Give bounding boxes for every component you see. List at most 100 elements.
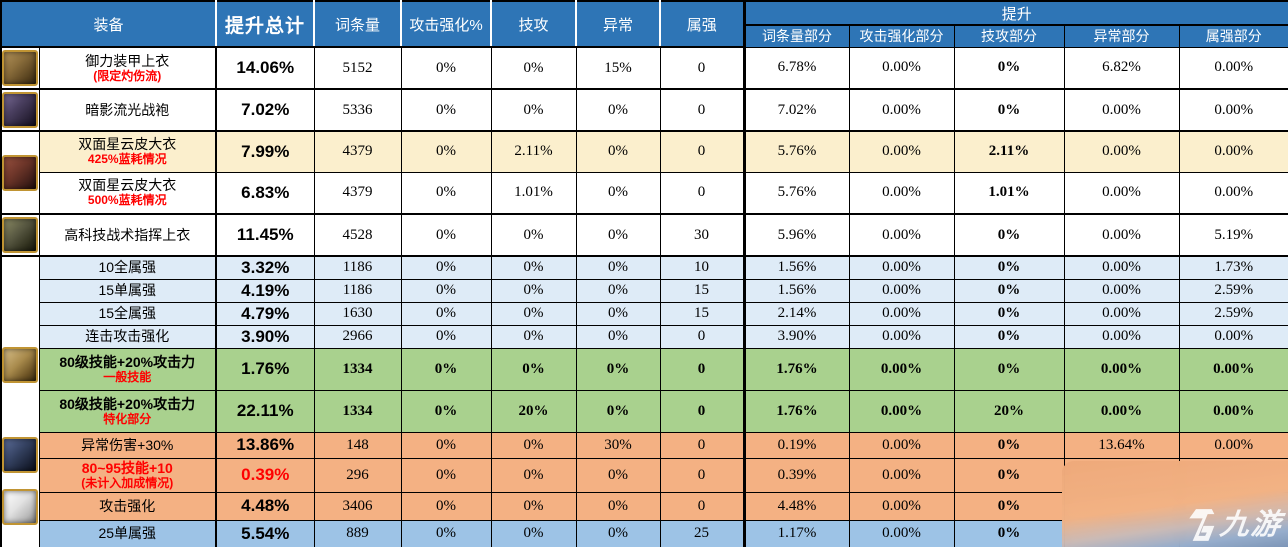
value-cell: 0% [400, 431, 492, 459]
value-cell: 0 [659, 130, 746, 173]
value-cell: 0% [575, 389, 661, 433]
equipment-name-cell: 攻击强化 [38, 491, 218, 521]
value-cell: 5.76% [743, 130, 850, 173]
value-cell: 0% [490, 347, 577, 391]
value-cell: 10 [659, 255, 746, 280]
header-entry-amount: 词条量 [314, 1, 403, 48]
yuli-armor-top-icon [2, 50, 38, 86]
value-cell: 1186 [313, 278, 402, 303]
total-uplift-cell: 5.54% [215, 519, 315, 547]
value-cell: 1334 [313, 347, 402, 391]
value-cell: 0.00% [1063, 347, 1180, 391]
value-cell: 2.14% [743, 301, 850, 326]
value-cell: 0% [400, 324, 492, 349]
equipment-name: 15全属强 [98, 305, 157, 322]
value-cell: 0% [953, 301, 1065, 326]
value-cell: 0% [953, 278, 1065, 303]
value-cell: 4528 [313, 213, 402, 257]
value-cell: 25 [659, 519, 746, 547]
total-uplift-cell: 3.32% [215, 255, 315, 280]
equipment-name-cell: 异常伤害+30% [38, 431, 218, 459]
equipment-name-cell: 双面星云皮大衣 500%蓝耗情况 [38, 171, 218, 215]
header-abnormal: 异常 [576, 1, 662, 48]
value-cell: 0.00% [1178, 46, 1288, 90]
total-uplift-cell: 0.39% [215, 457, 315, 493]
header-equipment: 装备 [1, 1, 218, 48]
value-cell: 0% [575, 255, 661, 280]
value-cell: 0% [575, 88, 661, 132]
total-uplift-cell: 4.19% [215, 278, 315, 303]
value-cell: 0 [659, 88, 746, 132]
value-cell: 0.00% [848, 324, 955, 349]
value-cell: 5.96% [743, 213, 850, 257]
value-cell: 0.00% [1063, 213, 1180, 257]
value-cell: 0.00% [848, 213, 955, 257]
value-cell: 4379 [313, 130, 402, 173]
equipment-name: 双面星云皮大衣 [78, 177, 177, 194]
value-cell: 30% [575, 431, 661, 459]
value-cell: 0.00% [848, 171, 955, 215]
total-uplift-cell: 11.45% [215, 213, 315, 257]
value-cell: 0% [953, 457, 1065, 493]
value-cell: 30 [659, 213, 746, 257]
equipment-name: 御力装甲上衣 [85, 52, 170, 69]
value-cell: 0% [400, 519, 492, 547]
total-uplift-cell: 7.99% [215, 130, 315, 173]
equipment-name-cell: 15单属强 [38, 278, 218, 303]
total-uplift-cell: 4.79% [215, 301, 315, 326]
value-cell: 0% [575, 457, 661, 493]
value-cell: 0% [490, 491, 577, 521]
total-uplift-cell: 6.83% [215, 171, 315, 215]
value-cell: 0.00% [1063, 324, 1180, 349]
value-cell: 3.90% [743, 324, 850, 349]
equipment-name-cell: 高科技战术指挥上衣 [38, 213, 218, 257]
value-cell: 0% [575, 278, 661, 303]
value-cell: 0.00% [848, 88, 955, 132]
value-cell: 0 [659, 491, 746, 521]
value-cell: 0% [490, 255, 577, 280]
total-uplift-cell: 4.48% [215, 491, 315, 521]
subheader-attack-enhance-part: 攻击强化部分 [848, 24, 955, 48]
value-cell: 0% [575, 347, 661, 391]
item-icon-cell [0, 46, 40, 90]
value-cell: 1630 [313, 301, 402, 326]
value-cell: 1.56% [743, 255, 850, 280]
equipment-note: (限定灼伤流) [93, 68, 162, 83]
value-cell: 0% [400, 347, 492, 391]
equipment-note: 425%蓝耗情况 [87, 152, 167, 167]
value-cell: 0.00% [1063, 389, 1180, 433]
value-cell: 0.00% [1178, 389, 1288, 433]
value-cell: 296 [313, 457, 402, 493]
value-cell: 0% [490, 213, 577, 257]
value-cell: 0 [659, 171, 746, 215]
jiuyou-g-icon [1189, 509, 1215, 541]
equipment-name: 25单属强 [98, 525, 157, 542]
header-attack-enhance: 攻击强化% [401, 1, 493, 48]
value-cell: 0% [575, 324, 661, 349]
value-cell: 0.00% [1063, 301, 1180, 326]
grouped-item-icon-cell [0, 255, 40, 547]
value-cell: 0.00% [848, 519, 955, 547]
value-cell: 15 [659, 278, 746, 303]
value-cell: 0% [400, 255, 492, 280]
value-cell: 0.00% [1178, 347, 1288, 391]
header-uplift-group: 提升 [742, 1, 1288, 26]
value-cell: 4.48% [743, 491, 850, 521]
equipment-name-cell: 80~95技能+10 (未计入加成情况) [38, 457, 218, 493]
equipment-name-cell: 御力装甲上衣 (限定灼伤流) [38, 46, 218, 90]
equipment-name-cell: 暗影流光战袍 [38, 88, 218, 132]
value-cell: 0.00% [1063, 88, 1180, 132]
value-cell: 0.00% [848, 255, 955, 280]
value-cell: 0% [400, 301, 492, 326]
value-cell: 0.19% [743, 431, 850, 459]
equipment-name: 10全属强 [98, 259, 157, 276]
value-cell: 1.76% [743, 347, 850, 391]
value-cell: 0.00% [848, 347, 955, 391]
watermark-text: 九游 [1218, 508, 1284, 541]
equipment-name-cell: 80级技能+20%攻击力 一般技能 [38, 347, 218, 391]
value-cell: 0% [575, 213, 661, 257]
equipment-name: 高科技战术指挥上衣 [64, 226, 191, 243]
value-cell: 0.00% [848, 389, 955, 433]
value-cell: 0% [400, 88, 492, 132]
